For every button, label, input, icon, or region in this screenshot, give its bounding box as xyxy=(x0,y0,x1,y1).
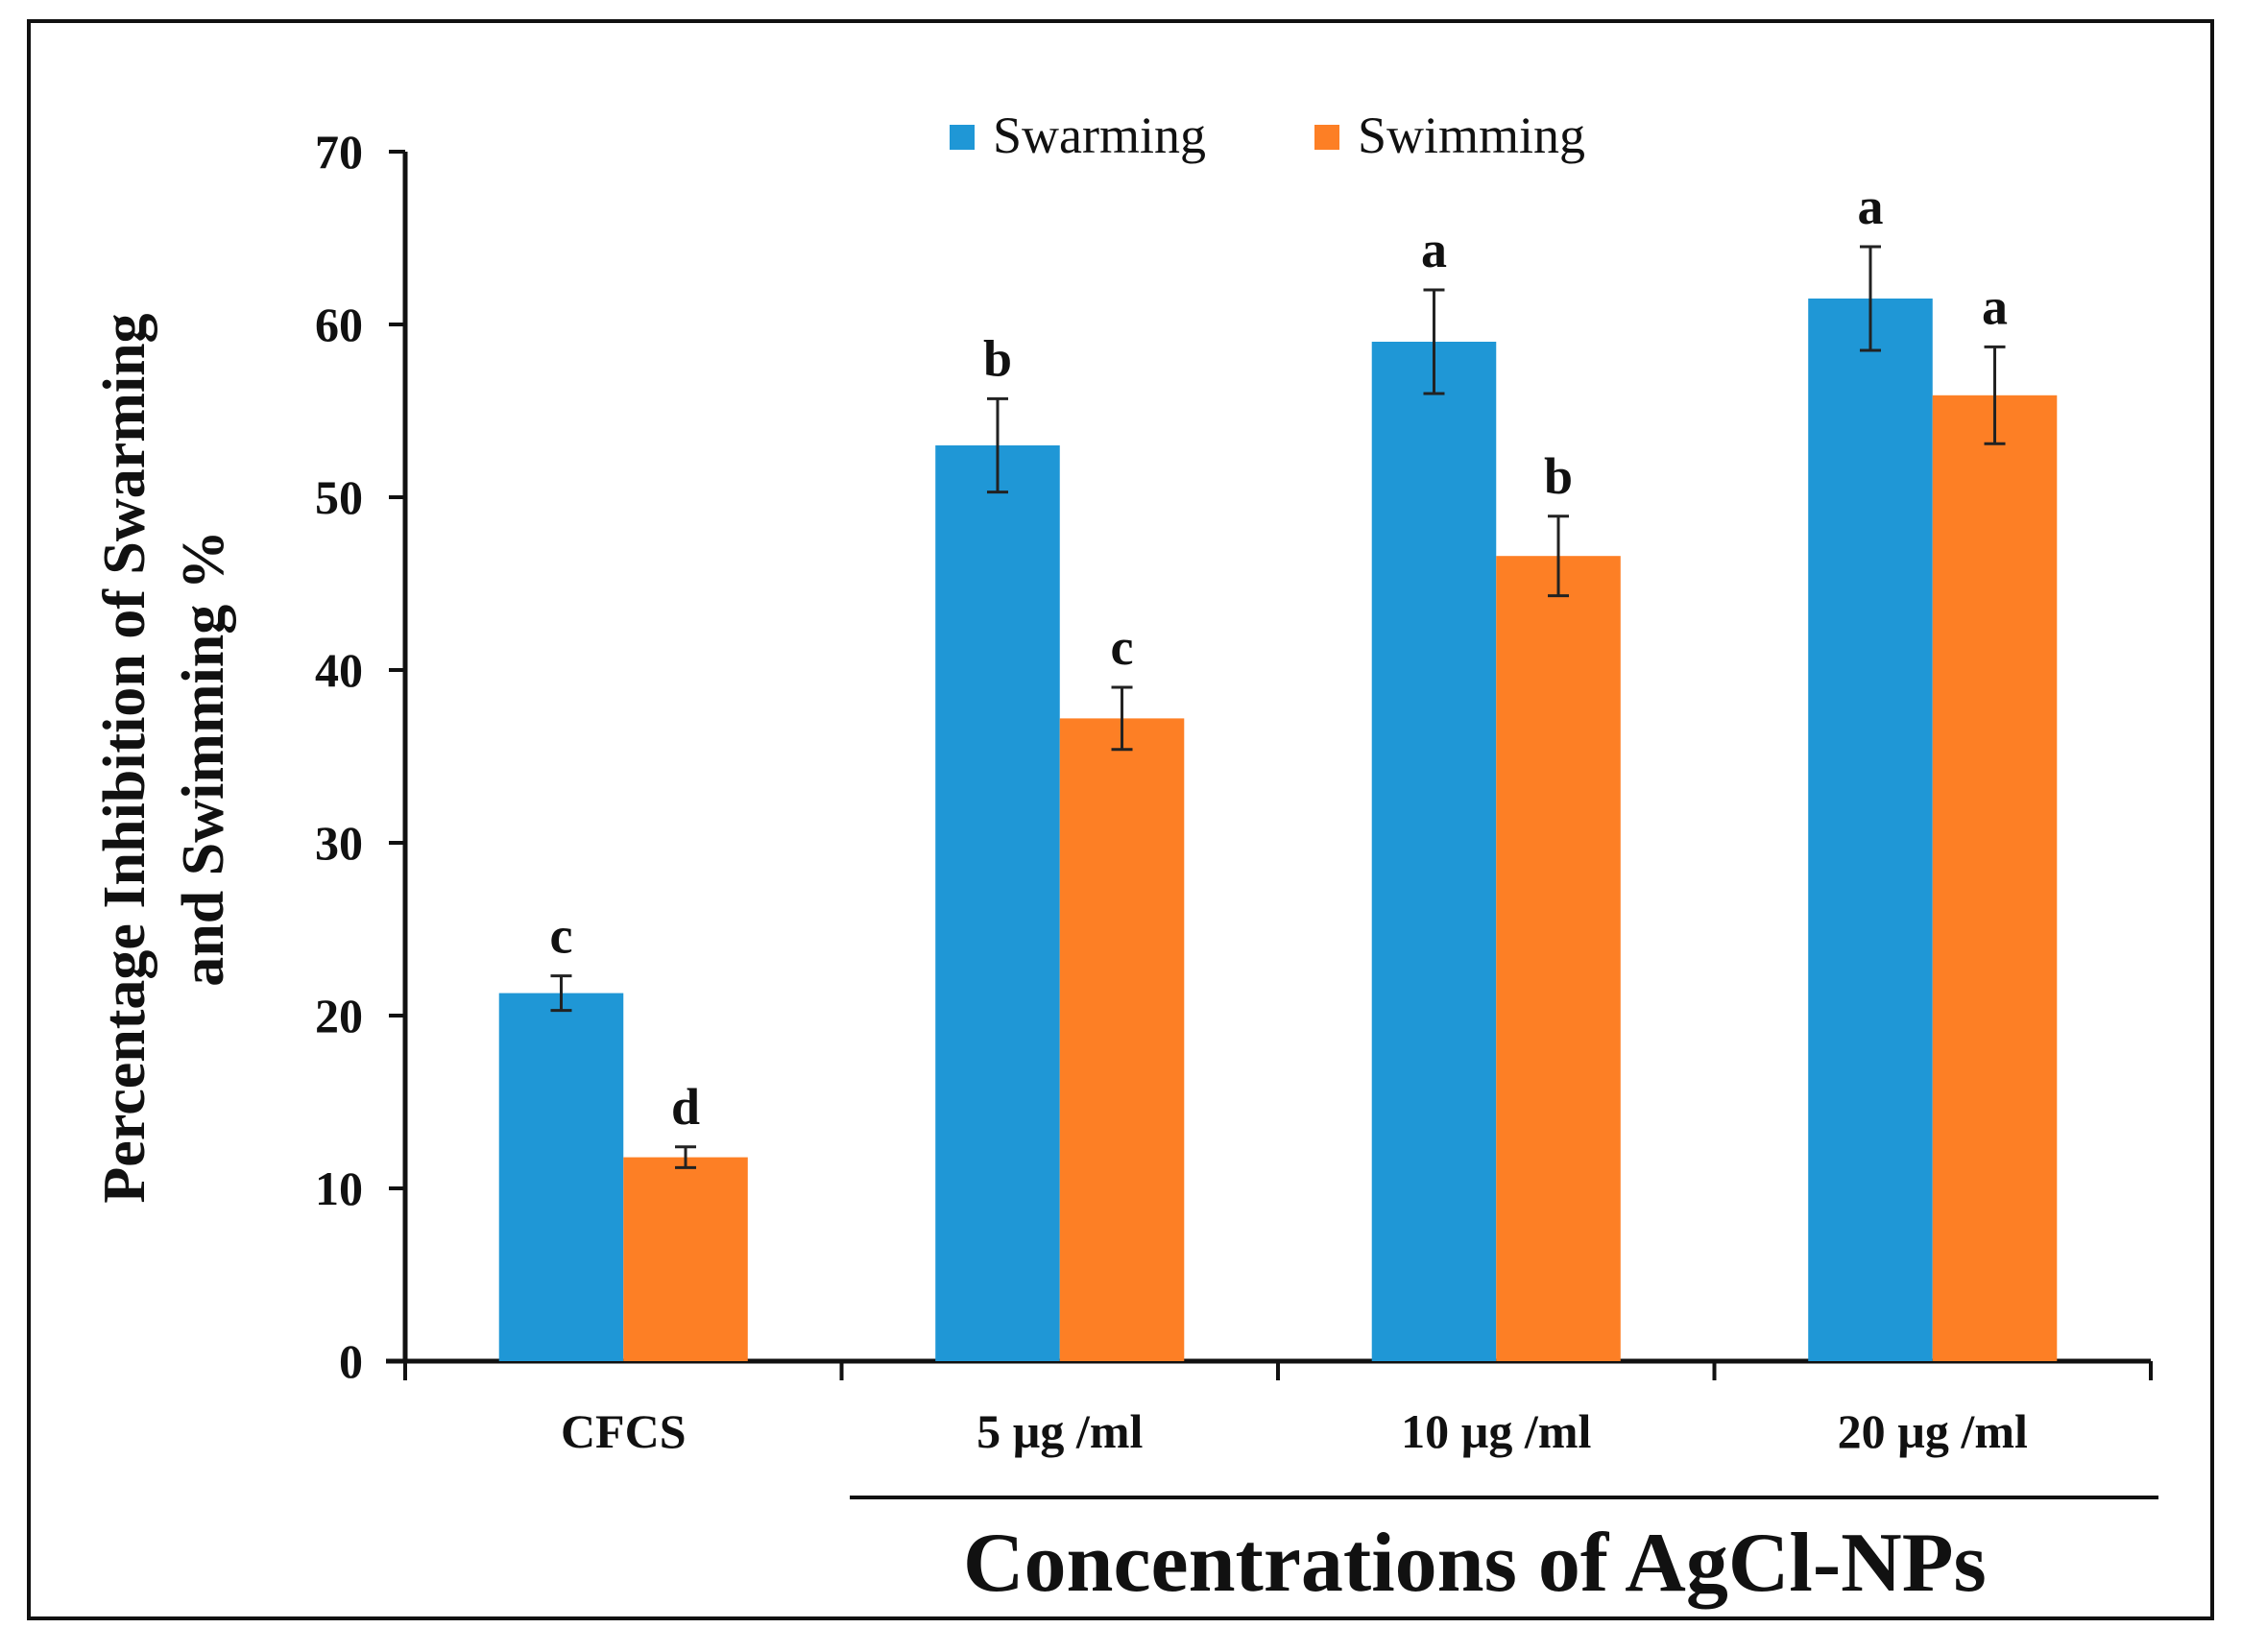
x-axis-label: Concentrations of AgCl-NPs xyxy=(963,1517,1987,1610)
bar-swarming xyxy=(1371,342,1497,1361)
bar-swimming xyxy=(623,1157,748,1361)
y-tick-label: 0 xyxy=(339,1334,363,1388)
legend-swimming-label: Swimming xyxy=(1358,107,1585,164)
y-tick-label: 40 xyxy=(315,643,363,697)
legend-swimming-swatch xyxy=(1314,125,1339,150)
significance-letter: a xyxy=(1421,221,1447,278)
significance-letter: a xyxy=(1982,277,2008,335)
x-tick-label: 10 µg /ml xyxy=(1401,1404,1591,1458)
bar-swarming xyxy=(935,445,1060,1361)
bar-swimming xyxy=(1932,395,2058,1361)
x-tick-label: 20 µg /ml xyxy=(1838,1404,2028,1458)
x-tick-label: CFCS xyxy=(561,1404,687,1458)
bar-swimming xyxy=(1496,556,1621,1361)
y-axis-label-line1: Percentage Inhibition of Swarming xyxy=(92,313,157,1203)
significance-letter: b xyxy=(1544,447,1573,505)
y-tick-label: 10 xyxy=(315,1161,363,1215)
bar-swimming xyxy=(1059,718,1185,1361)
legend-swarming-swatch xyxy=(950,125,975,150)
y-tick-label: 30 xyxy=(315,816,363,870)
significance-letter: c xyxy=(549,907,572,965)
y-tick-label: 70 xyxy=(315,125,363,179)
significance-letter: a xyxy=(1857,178,1883,235)
legend-swarming-label: Swarming xyxy=(993,107,1206,164)
bar-swarming xyxy=(498,993,624,1361)
bar-swarming xyxy=(1808,299,1933,1361)
x-tick-label: 5 µg /ml xyxy=(976,1404,1143,1458)
significance-letter: d xyxy=(671,1078,700,1136)
y-axis-label-line2: and Swimming % xyxy=(171,530,236,986)
significance-letter: c xyxy=(1111,618,1134,676)
y-tick-label: 20 xyxy=(315,989,363,1042)
y-tick-label: 50 xyxy=(315,470,363,524)
significance-letter: b xyxy=(983,329,1012,387)
y-tick-label: 60 xyxy=(315,298,363,351)
